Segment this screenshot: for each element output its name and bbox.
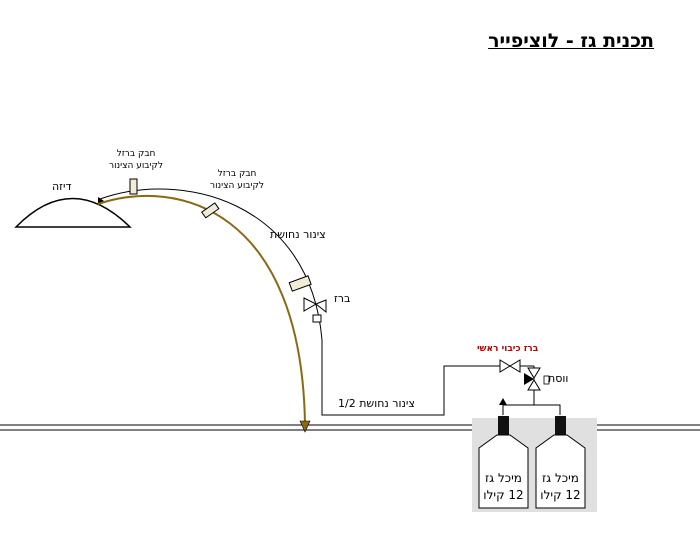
- cylinder-2-label-line1: מיכל גז: [542, 471, 579, 485]
- clamp-2: [201, 202, 220, 219]
- regulator-icon: [524, 367, 550, 391]
- gas-cylinder-2: [535, 416, 586, 509]
- clamp-2-label-line1: חבק ברזל: [217, 169, 257, 179]
- clamp-1-label-line1: חבק ברזל: [116, 149, 156, 159]
- clamp-3: [288, 275, 312, 292]
- clamp-1-label-line2: לקיבוע הצינור: [108, 161, 164, 171]
- cylinder-2-label-line2: 12 קילו: [540, 488, 581, 502]
- cylinder-1-label-line1: מיכל גז: [485, 471, 522, 485]
- pipe-arrow-icon: [299, 420, 311, 433]
- clamp-2-label-line2: לקיבוע הצינור: [209, 181, 265, 191]
- clamp-2-label: חבק ברזל לקיבוע הצינור: [196, 168, 278, 192]
- clamp-1: [129, 178, 138, 195]
- burner-dome: [14, 197, 132, 228]
- cylinder-1-label-line2: 12 קילו: [483, 488, 524, 502]
- copper-pipe-half-label: צינור נחושת 1/2: [338, 397, 415, 410]
- copper-pipe-label: צינור נחושת: [270, 228, 326, 241]
- clamp-1-label: חבק ברזל לקיבוע הצינור: [95, 148, 177, 172]
- floor-line: [0, 424, 700, 431]
- page-title: תכנית גז - לוציפייר: [488, 30, 654, 52]
- cylinder-manifold: [502, 404, 561, 415]
- main-shutoff-label: ברז כיבוי ראשי: [477, 344, 539, 354]
- burner-label: דיזה: [52, 180, 72, 193]
- valve-icon: [303, 297, 327, 323]
- copper-pipe-curve: [97, 194, 306, 426]
- cylinder-1-label: מיכל גז 12 קילו: [479, 470, 528, 504]
- regulator-label: ווסת: [548, 372, 569, 385]
- cylinder-2-label: מיכל גז 12 קילו: [536, 470, 585, 504]
- manifold-arrow-icon: [499, 398, 507, 405]
- gas-cylinder-1: [478, 416, 529, 509]
- copper-pipe-half: [321, 340, 500, 416]
- valve-label: ברז: [334, 292, 351, 305]
